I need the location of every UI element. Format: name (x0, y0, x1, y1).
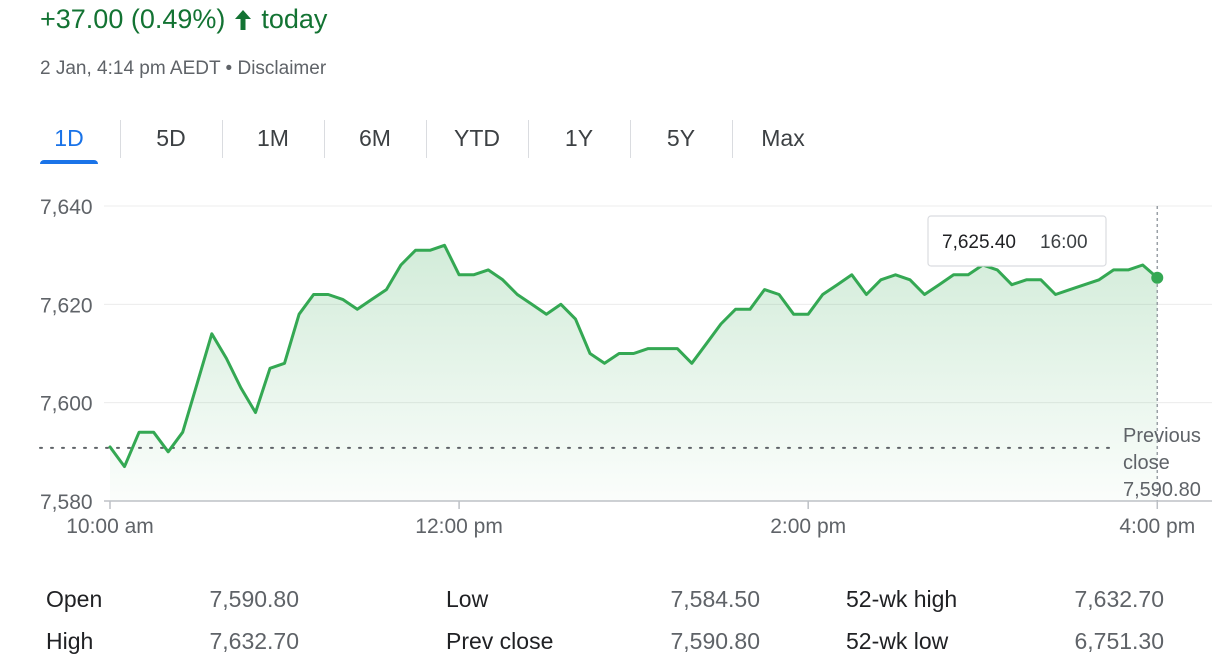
tab-1d[interactable]: 1D (18, 116, 120, 164)
last-price-dot (1151, 271, 1164, 284)
stat-low-label: Low (446, 586, 489, 612)
tab-max[interactable]: Max (732, 116, 834, 160)
tab-6m[interactable]: 6M (324, 116, 426, 160)
price-change-value: +37.00 (0.49%) (40, 4, 226, 34)
timestamp: 2 Jan, 4:14 pm AEDT (40, 58, 221, 79)
y-tick-label: 7,640 (40, 196, 93, 219)
y-tick-label: 7,600 (40, 393, 93, 416)
stat-open-label: Open (46, 586, 103, 612)
x-tick-label: 4:00 pm (1119, 515, 1195, 538)
stat-prev-close-value: 7,590.80 (670, 628, 760, 654)
tab-1m[interactable]: 1M (222, 116, 324, 160)
stat-high-label: High (46, 628, 94, 654)
price-area-fill (110, 245, 1158, 501)
tab-ytd[interactable]: YTD (426, 116, 528, 160)
price-tooltip: 7,625.40 16:00 (927, 215, 1107, 267)
timestamp-line: 2 Jan, 4:14 pm AEDT • Disclaimer (40, 58, 326, 80)
price-change: +37.00 (0.49%) today (40, 4, 327, 35)
previous-close-label-line1: Previous (1123, 425, 1201, 447)
stat-low-value: 7,584.50 (670, 586, 760, 612)
stat-high-value: 7,632.70 (209, 628, 299, 654)
stat-52wk-low-label: 52-wk low (846, 628, 949, 654)
range-tabs: 1D 5D 1M 6M YTD 1Y 5Y Max (18, 116, 834, 164)
stat-prev-close-label: Prev close (446, 628, 554, 654)
price-chart[interactable]: 7,580 7,600 7,620 7,640 10:00 am 12:00 pm 2:00… (0, 180, 1228, 540)
tab-1y[interactable]: 1Y (528, 116, 630, 160)
stat-52wk-high-label: 52-wk high (846, 586, 958, 612)
stat-52wk-high-value: 7,632.70 (1074, 586, 1164, 612)
previous-close-label: Previous close 7,590.80 (1123, 425, 1201, 501)
key-stats: Open 7,590.80 High 7,632.70 Low 7,584.50… (46, 580, 1186, 660)
y-tick-label: 7,620 (40, 294, 93, 317)
stat-52wk-low-value: 6,751.30 (1074, 628, 1164, 654)
tab-5y[interactable]: 5Y (630, 116, 732, 160)
previous-close-value: 7,590.80 (1123, 479, 1201, 501)
price-change-period: today (261, 4, 328, 34)
tab-5d[interactable]: 5D (120, 116, 222, 160)
tooltip-time: 16:00 (1040, 232, 1088, 253)
disclaimer-link[interactable]: Disclaimer (237, 58, 327, 79)
x-tick-label: 12:00 pm (415, 515, 503, 538)
separator: • (225, 58, 233, 79)
previous-close-label-line2: close (1123, 452, 1170, 474)
stat-open-value: 7,590.80 (209, 586, 299, 612)
y-tick-label: 7,580 (40, 491, 93, 514)
x-tick-label: 2:00 pm (770, 515, 846, 538)
arrow-up-icon (235, 9, 252, 30)
x-tick-label: 10:00 am (66, 515, 154, 538)
tooltip-value: 7,625.40 (942, 232, 1016, 253)
